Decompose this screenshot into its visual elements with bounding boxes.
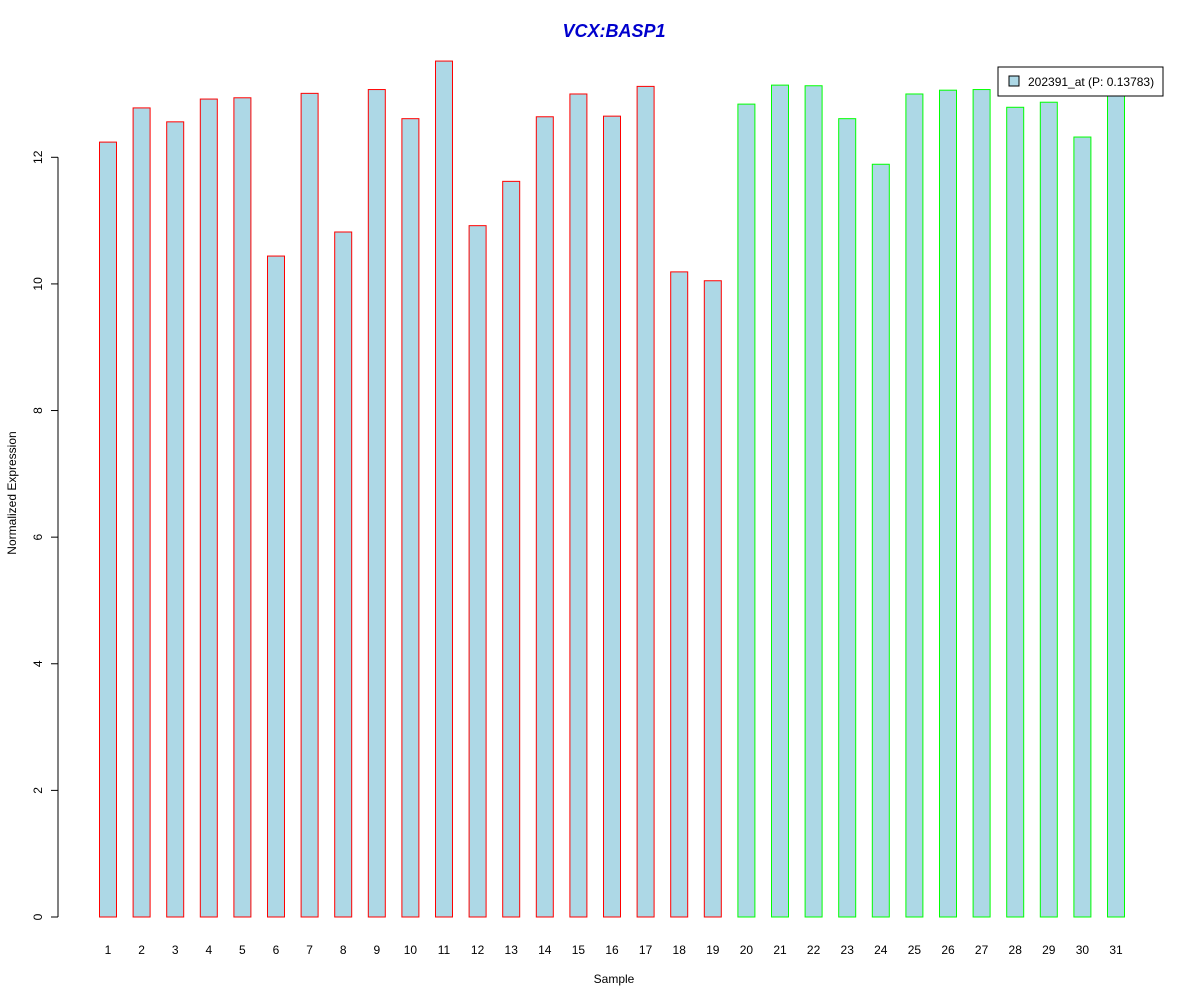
x-tick-label: 20 bbox=[740, 943, 754, 957]
x-tick-label: 5 bbox=[239, 943, 246, 957]
x-tick-label: 28 bbox=[1009, 943, 1023, 957]
bar bbox=[199, 98, 218, 918]
bar bbox=[535, 116, 554, 918]
y-tick-label: 4 bbox=[31, 660, 45, 667]
x-tick-label: 26 bbox=[941, 943, 955, 957]
legend-swatch bbox=[1008, 75, 1020, 87]
bar bbox=[1107, 94, 1125, 918]
bar bbox=[838, 118, 857, 918]
bar bbox=[502, 180, 521, 918]
x-tick-label: 25 bbox=[908, 943, 922, 957]
legend: 202391_at (P: 0.13783) bbox=[997, 66, 1164, 97]
y-axis-title: Normalized Expression bbox=[5, 431, 19, 554]
bar bbox=[1006, 106, 1025, 918]
x-tick-label: 24 bbox=[874, 943, 888, 957]
bar bbox=[703, 280, 722, 918]
x-axis-labels: 1 2 3 4 5 6 7 8 9 10 11 12 13 14 15 16 17 18 19 20 21 22 23 24 2… bbox=[105, 943, 1123, 957]
x-tick-label: 8 bbox=[340, 943, 347, 957]
y-tick-label: 6 bbox=[31, 533, 45, 540]
bar bbox=[939, 89, 957, 918]
bar bbox=[905, 93, 924, 918]
y-axis: 0 2 4 6 8 10 12 bbox=[31, 150, 59, 920]
chart-title: VCX:BASP1 bbox=[562, 21, 665, 41]
x-tick-label: 21 bbox=[773, 943, 787, 957]
bar bbox=[99, 141, 117, 918]
bar bbox=[435, 60, 453, 918]
bar bbox=[166, 121, 185, 918]
x-tick-label: 31 bbox=[1109, 943, 1123, 957]
x-tick-label: 22 bbox=[807, 943, 821, 957]
bar bbox=[334, 231, 353, 918]
x-tick-label: 27 bbox=[975, 943, 989, 957]
x-tick-label: 18 bbox=[673, 943, 687, 957]
x-tick-label: 4 bbox=[205, 943, 212, 957]
x-tick-label: 1 bbox=[105, 943, 112, 957]
bar bbox=[771, 84, 789, 918]
bar bbox=[972, 89, 991, 918]
x-tick-label: 23 bbox=[841, 943, 855, 957]
legend-label: 202391_at (P: 0.13783) bbox=[1028, 75, 1154, 89]
bar bbox=[267, 255, 285, 918]
bar bbox=[468, 225, 487, 918]
x-tick-label: 11 bbox=[438, 943, 451, 957]
x-tick-label: 9 bbox=[373, 943, 380, 957]
x-tick-label: 14 bbox=[538, 943, 552, 957]
bar bbox=[1073, 136, 1092, 918]
y-tick-label: 12 bbox=[31, 150, 45, 164]
bar bbox=[132, 107, 151, 918]
x-tick-label: 15 bbox=[572, 943, 586, 957]
bar bbox=[233, 97, 252, 918]
x-tick-label: 12 bbox=[471, 943, 485, 957]
bar bbox=[804, 85, 823, 918]
x-tick-label: 6 bbox=[273, 943, 280, 957]
x-axis-title: Sample bbox=[594, 972, 635, 986]
bar bbox=[1039, 101, 1058, 918]
x-tick-label: 17 bbox=[639, 943, 653, 957]
y-tick-label: 0 bbox=[31, 913, 45, 920]
bar bbox=[401, 118, 420, 918]
bar bbox=[871, 163, 890, 918]
x-tick-label: 2 bbox=[138, 943, 145, 957]
bar bbox=[300, 92, 319, 918]
x-tick-label: 3 bbox=[172, 943, 179, 957]
bar bbox=[636, 85, 655, 918]
x-tick-label: 7 bbox=[306, 943, 313, 957]
bar bbox=[603, 115, 621, 918]
x-tick-label: 10 bbox=[404, 943, 418, 957]
y-tick-label: 10 bbox=[31, 277, 45, 291]
x-tick-label: 30 bbox=[1076, 943, 1090, 957]
bar bbox=[367, 89, 386, 918]
bar bbox=[670, 271, 689, 918]
bar bbox=[569, 93, 588, 918]
x-tick-label: 13 bbox=[505, 943, 519, 957]
y-tick-label: 8 bbox=[31, 407, 45, 414]
bar bbox=[737, 103, 756, 918]
y-tick-label: 2 bbox=[31, 787, 45, 794]
legend-box bbox=[997, 66, 1164, 97]
x-tick-label: 19 bbox=[706, 943, 720, 957]
x-tick-label: 16 bbox=[605, 943, 619, 957]
bars bbox=[99, 60, 1125, 918]
x-tick-label: 29 bbox=[1042, 943, 1056, 957]
